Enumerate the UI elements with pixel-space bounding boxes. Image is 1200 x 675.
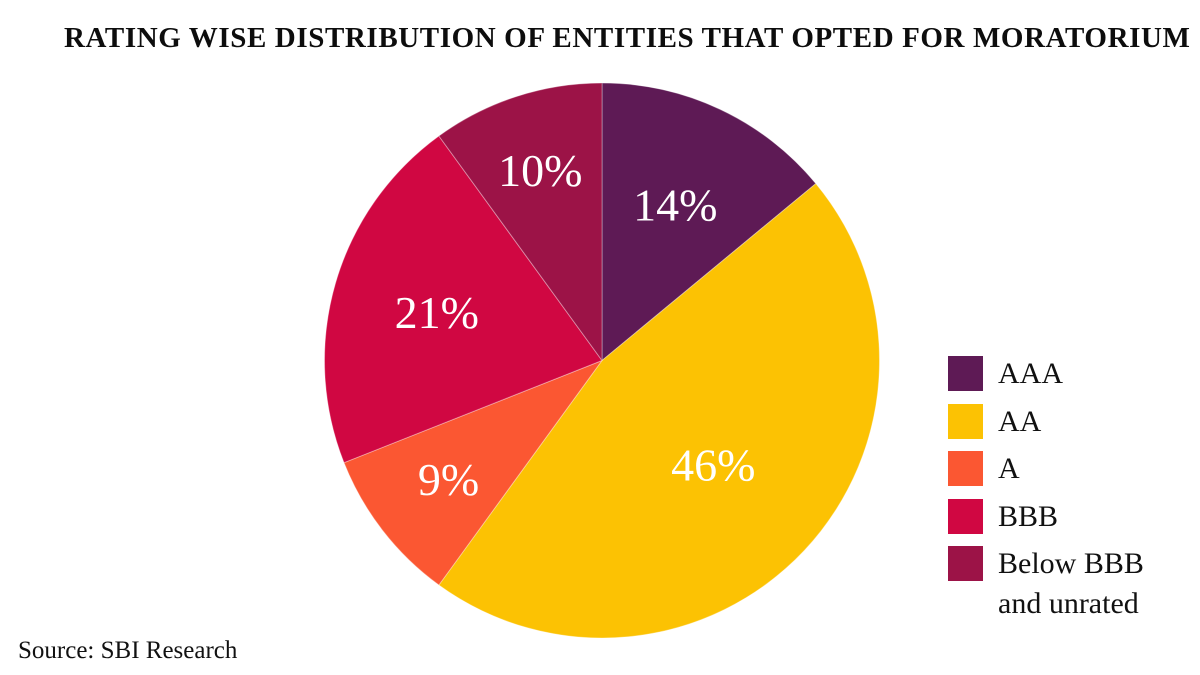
pie-slice-bbb bbox=[324, 135, 603, 464]
legend-swatch-aa bbox=[948, 403, 983, 439]
legend-item-below-bbb-and-unrated: Below BBB and unrated bbox=[948, 546, 1178, 623]
legend-label-below-bbb-and-unrated: Below BBB and unrated bbox=[998, 547, 1144, 620]
slice-percent-label-a: 9% bbox=[418, 454, 479, 505]
legend-swatch-below-bbb-and-unrated bbox=[948, 546, 983, 582]
slice-percent-label-aaa: 14% bbox=[633, 179, 717, 230]
legend-label-aaa: AAA bbox=[998, 357, 1063, 390]
source-attribution: Source: SBI Research bbox=[18, 637, 238, 664]
legend-swatch-aaa bbox=[948, 356, 983, 391]
legend-item-aa: AA bbox=[948, 403, 1178, 442]
slice-percent-label-bbb: 21% bbox=[395, 287, 479, 338]
pie-slice-aaa bbox=[601, 82, 817, 361]
legend-item-aaa: AAA bbox=[948, 356, 1178, 394]
legend-label-aa: AA bbox=[998, 404, 1042, 438]
legend-swatch-bbb bbox=[948, 498, 983, 534]
legend-label-a: A bbox=[998, 452, 1020, 486]
legend-label-bbb: BBB bbox=[998, 499, 1059, 533]
legend-swatch-a bbox=[948, 451, 983, 487]
pie-slice-a bbox=[343, 360, 603, 586]
legend-item-a: A bbox=[948, 451, 1178, 489]
slice-percent-label-below-bbb-and-unrated: 10% bbox=[498, 145, 582, 196]
pie-slice-below-bbb-and-unrated bbox=[438, 82, 603, 361]
legend-item-bbb: BBB bbox=[948, 498, 1178, 537]
slice-percent-label-aa: 46% bbox=[671, 439, 755, 490]
pie-slice-aa bbox=[438, 183, 880, 639]
chart-title: RATING WISE DISTRIBUTION OF ENTITIES THA… bbox=[64, 22, 1191, 54]
legend: AAA AA A BBB Below BBB and unrated bbox=[948, 356, 1178, 624]
